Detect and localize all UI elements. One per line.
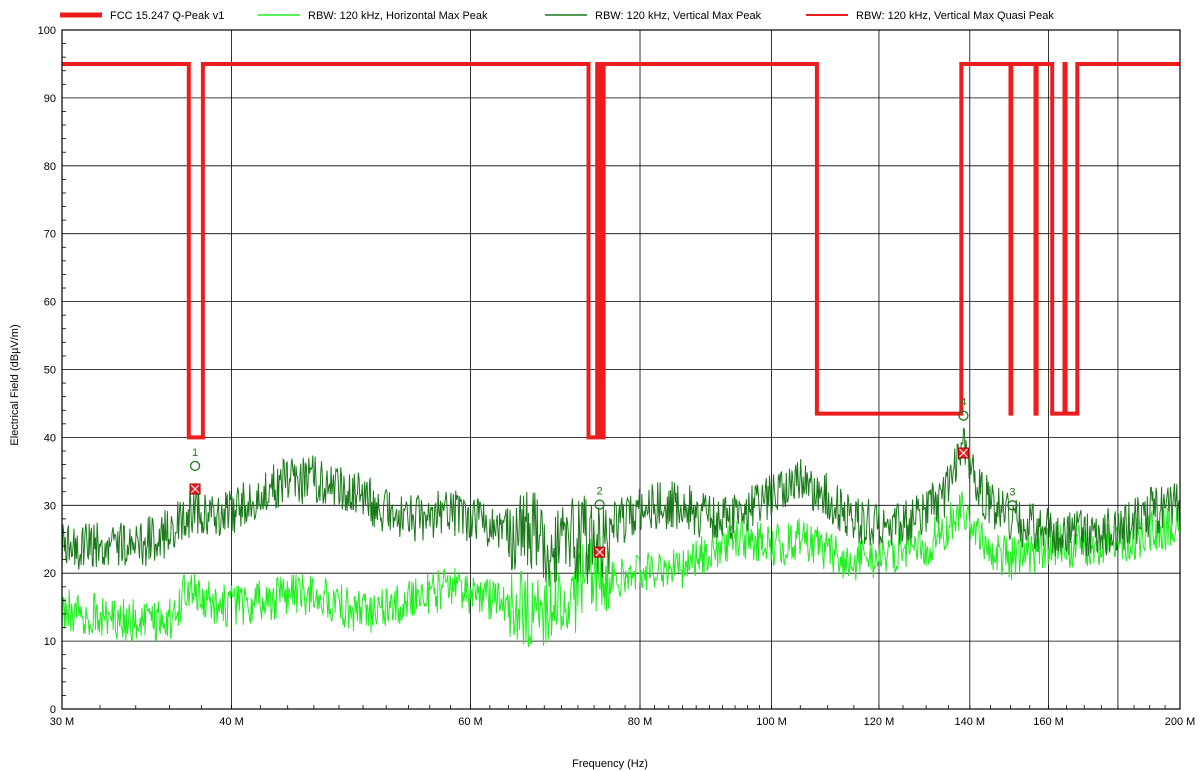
x-tick-label: 40 M (219, 716, 243, 728)
marker-circle (189, 460, 201, 472)
legend-label: RBW: 120 kHz, Vertical Max Peak (595, 10, 762, 22)
marker-label: 1 (192, 447, 198, 459)
x-tick-label: 60 M (458, 716, 482, 728)
marker-circle (594, 499, 605, 510)
legend-label: RBW: 120 kHz, Horizontal Max Peak (308, 10, 488, 22)
quasi-peak-cross (959, 448, 968, 458)
x-tick-label: 140 M (955, 716, 986, 728)
marker-label: 4 (960, 397, 966, 409)
y-tick-label: 70 (44, 229, 56, 241)
x-tick-label: 120 M (864, 716, 895, 728)
plot-frame (61, 29, 1181, 710)
y-tick-label: 100 (38, 25, 56, 37)
y-tick-label: 50 (44, 365, 56, 377)
series-line-1 (61, 491, 1181, 648)
x-axis-label: Frequency (Hz) (572, 758, 648, 770)
y-tick-label: 10 (44, 636, 56, 648)
legend-label: FCC 15.247 Q-Peak v1 (110, 10, 224, 22)
x-tick-label: 200 M (1165, 716, 1196, 728)
marker-label: 2 (597, 486, 603, 498)
y-tick-label: 20 (44, 568, 56, 580)
y-tick-label: 0 (50, 704, 56, 716)
y-axis-ticks: 0 10 20 30 40 50 60 70 80 90 100 (38, 25, 66, 716)
marker-label: 3 (1009, 486, 1015, 498)
chart-legend: FCC 15.247 Q-Peak v1 RBW: 120 kHz, Horizo… (60, 10, 1054, 22)
quasi-peak-cross (190, 484, 200, 494)
y-tick-label: 40 (44, 432, 56, 444)
y-tick-label: 60 (44, 297, 56, 309)
x-tick-label: 160 M (1033, 716, 1064, 728)
series-line-2 (61, 427, 1181, 587)
chart-grid (61, 29, 1181, 710)
x-axis-ticks: 30 M 40 M 60 M 80 M 100 M 120 M 140 M 160 M 200 … (50, 705, 1196, 728)
marker-circle (958, 410, 969, 421)
y-axis-label: Electrical Field (dBµV/m) (9, 324, 21, 445)
y-tick-label: 90 (44, 93, 56, 105)
legend-label: RBW: 120 kHz, Vertical Max Quasi Peak (856, 10, 1054, 22)
plot-area: 1 2 3 4 (61, 62, 1181, 648)
x-tick-label: 100 M (756, 716, 787, 728)
limit-line (62, 62, 1180, 440)
x-tick-label: 80 M (628, 716, 652, 728)
x-tick-label: 30 M (50, 716, 74, 728)
quasi-peak-cross (595, 547, 604, 557)
marker-circle (1007, 500, 1018, 511)
y-tick-label: 30 (44, 500, 56, 512)
y-tick-label: 80 (44, 161, 56, 173)
